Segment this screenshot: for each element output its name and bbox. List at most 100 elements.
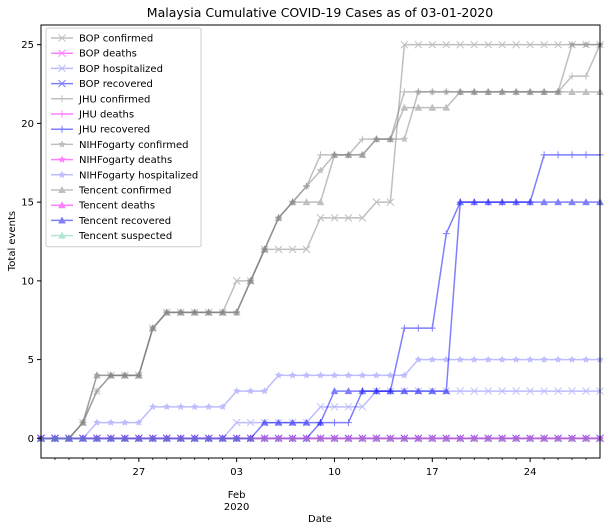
data-point xyxy=(582,355,590,363)
data-point xyxy=(470,355,479,363)
data-point xyxy=(246,434,255,442)
data-point xyxy=(414,355,423,363)
data-point xyxy=(512,198,521,206)
legend-marker xyxy=(58,201,66,209)
data-point xyxy=(134,418,143,426)
legend-box xyxy=(45,27,202,248)
legend-entry: Tencent suspected xyxy=(51,231,172,242)
data-point xyxy=(498,434,507,442)
legend-swatch xyxy=(51,34,73,42)
data-point xyxy=(484,355,493,363)
data-point xyxy=(162,308,171,316)
data-point xyxy=(232,434,241,442)
data-point xyxy=(568,87,576,95)
data-point xyxy=(442,387,451,395)
legend-swatch xyxy=(51,140,73,148)
data-point xyxy=(400,371,409,379)
data-point xyxy=(218,308,227,316)
data-point xyxy=(568,151,576,159)
data-point xyxy=(484,198,493,206)
legend-marker xyxy=(58,34,66,42)
data-point xyxy=(232,277,241,285)
legend-entry: Tencent recovered xyxy=(51,216,171,227)
data-point xyxy=(260,245,269,253)
legend-swatch xyxy=(51,49,73,58)
legend-swatch xyxy=(51,185,73,194)
data-point xyxy=(148,402,157,411)
data-point xyxy=(260,386,269,395)
data-point xyxy=(316,214,325,222)
legend-marker xyxy=(58,155,66,163)
legend-entry: Tencent confirmed xyxy=(51,186,171,197)
legend-label: Tencent confirmed xyxy=(78,186,171,197)
data-point xyxy=(414,324,422,332)
data-point xyxy=(540,355,549,363)
legend-entry: JHU recovered xyxy=(51,125,150,136)
x-tick-sublabel: Feb xyxy=(228,490,246,501)
data-point xyxy=(330,402,339,411)
data-point xyxy=(582,72,590,80)
data-point xyxy=(386,135,395,143)
data-point xyxy=(330,387,339,395)
data-point xyxy=(568,355,576,363)
legend-marker xyxy=(58,49,66,58)
data-point xyxy=(456,355,465,363)
data-point xyxy=(554,151,562,159)
data-point xyxy=(302,418,311,426)
data-point xyxy=(554,355,563,363)
data-point xyxy=(288,371,297,379)
data-point xyxy=(330,419,338,427)
data-point xyxy=(65,434,73,442)
legend-entry: JHU confirmed xyxy=(51,94,150,105)
legend-swatch xyxy=(51,170,73,179)
data-point xyxy=(316,434,325,442)
data-point xyxy=(512,355,521,363)
legend-marker xyxy=(58,110,66,118)
legend-label: BOP confirmed xyxy=(79,34,153,45)
data-point xyxy=(302,371,311,379)
legend-marker xyxy=(58,216,66,224)
data-point xyxy=(162,434,171,442)
legend: BOP confirmed BOP deaths BOP hospitalized B… xyxy=(45,27,202,248)
data-point xyxy=(498,198,507,206)
data-point xyxy=(400,40,409,49)
data-point xyxy=(232,308,241,316)
data-point xyxy=(512,387,521,395)
data-point xyxy=(582,198,590,206)
data-point xyxy=(554,40,562,49)
data-point xyxy=(148,434,157,442)
data-point xyxy=(330,214,339,222)
data-point xyxy=(358,371,367,379)
legend-label: JHU recovered xyxy=(78,125,150,136)
data-point xyxy=(582,387,590,395)
data-point xyxy=(274,434,283,442)
data-point xyxy=(498,387,507,395)
data-point xyxy=(568,434,576,442)
legend-swatch xyxy=(51,216,73,224)
data-point xyxy=(470,87,479,95)
data-point xyxy=(456,434,465,442)
data-point xyxy=(386,387,395,395)
data-point xyxy=(442,230,450,238)
data-point xyxy=(442,103,451,111)
data-point xyxy=(512,434,521,442)
data-point xyxy=(344,387,353,395)
legend-marker xyxy=(58,231,66,239)
series-3 xyxy=(37,387,604,443)
data-point xyxy=(302,182,311,190)
data-point xyxy=(260,418,269,426)
data-point xyxy=(442,434,451,442)
legend-swatch xyxy=(51,64,73,73)
data-point xyxy=(79,434,87,442)
legend-label: Tencent recovered xyxy=(78,216,171,227)
data-point xyxy=(106,371,115,379)
data-point xyxy=(526,40,534,49)
legend-entry: NIHFogarty deaths xyxy=(51,155,172,166)
data-point xyxy=(316,166,325,175)
data-point xyxy=(582,40,590,49)
data-point xyxy=(414,40,423,49)
legend-label: NIHFogarty deaths xyxy=(79,155,172,166)
data-point xyxy=(456,40,465,49)
legend-label: JHU confirmed xyxy=(78,94,150,105)
